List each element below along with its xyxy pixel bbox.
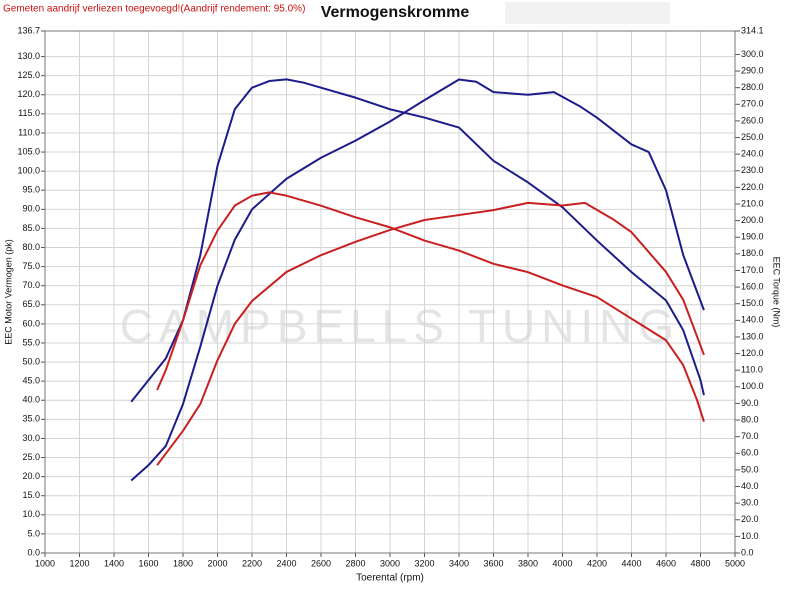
y-tick-label: 10.0 [22,509,40,519]
y2-tick-label: 190.0 [741,232,764,242]
watermark: CAMPBELLS TUNING [120,300,680,352]
note: Gemeten aandrijf verliezen toegevoegd!(A… [3,4,305,15]
y-tick-label: 125.0 [17,70,40,80]
x-tick-label: 4000 [552,558,572,568]
x-tick-label: 3000 [380,558,400,568]
x-tick-label: 1200 [69,558,89,568]
y2-tick-label: 260.0 [741,115,764,125]
y2-tick-label: 210.0 [741,198,764,208]
y2-tick-label: 280.0 [741,82,764,92]
y2-tick-label: 140.0 [741,315,764,325]
y2-tick-label: 160.0 [741,281,764,291]
y-tick-label: 50.0 [22,356,40,366]
y2-tick-label: 240.0 [741,149,764,159]
y2-tick-label: 300.0 [741,49,764,59]
y-tick-label: 5.0 [27,528,40,538]
x-tick-label: 1800 [173,558,193,568]
y2-tick-label: 70.0 [741,431,759,441]
y-tick-label: 80.0 [22,242,40,252]
y2-tick-label: 10.0 [741,531,759,541]
y-tick-label: 130.0 [17,51,40,61]
x-tick-label: 2800 [345,558,365,568]
x-tick-label: 1000 [35,558,55,568]
y-tick-label: 115.0 [18,108,40,118]
x-axis-label: Toerental (rpm) [356,573,424,584]
y2-tick-label: 200.0 [741,215,764,225]
y-tick-label: 0.0 [27,547,40,557]
y-tick-label: 120.0 [17,89,40,99]
plot: 1000 1200 1400 1600 1800 2000 2200 2400 2600 2800… [17,25,763,568]
x-tick-label: 4200 [587,558,607,568]
y-tick-label: 95.0 [22,185,40,195]
y2-tick-label: 230.0 [741,165,764,175]
y-tick-label: 136.7 [17,25,40,35]
y-tick-label: 105.0 [17,146,40,156]
y2-tick-label: 0.0 [741,547,754,557]
x-tick-label: 1400 [104,558,124,568]
line-series [130,78,705,482]
y2-tick-label: 50.0 [741,464,759,474]
x-tick-label: 2200 [242,558,262,568]
y-tick-label: 65.0 [22,299,40,309]
y2-tick-label: 180.0 [741,248,764,258]
y2-tick-label: 314.1 [741,25,764,35]
x-tick-label: 2000 [207,558,227,568]
plot-frame [44,30,736,554]
y2-tick-label: 220.0 [741,182,764,192]
y2-tick-label: 80.0 [741,414,759,424]
y-tick-label: 40.0 [22,395,40,405]
y2-tick-label: 30.0 [741,498,759,508]
y2-tick-label: 100.0 [741,381,764,391]
y2-axis-label: EEC Torque (Nm) [772,257,782,328]
y-tick-label: 85.0 [22,223,40,233]
y2-tick-label: 130.0 [741,331,764,341]
y-tick-label: 55.0 [22,337,40,347]
y2-tick-label: 20.0 [741,514,759,524]
x-tick-label: 1600 [138,558,158,568]
y-tick-label: 90.0 [22,204,40,214]
x-tick-label: 5000 [725,558,745,568]
y2-tick-label: 290.0 [741,65,764,75]
x-tick-label: 4400 [621,558,641,568]
y2-tick-label: 150.0 [741,298,764,308]
x-tick-label: 3800 [518,558,538,568]
y-tick-label: 45.0 [22,376,40,386]
y2-tick-label: 120.0 [741,348,764,358]
y-tick-label: 60.0 [22,318,40,328]
y-tick-label: 100.0 [17,166,40,176]
x-tick-label: 2400 [276,558,296,568]
x-tick-label: 4600 [656,558,676,568]
line-series [156,191,705,423]
y-tick-label: 75.0 [22,261,40,271]
y-tick-label: 35.0 [22,414,40,424]
x-tick-label: 3600 [483,558,503,568]
y-tick-label: 25.0 [22,452,40,462]
x-tick-label: 2600 [311,558,331,568]
line-series [156,201,705,466]
y-tick-label: 15.0 [22,490,40,500]
y2-tick-label: 110.0 [741,365,763,375]
y2-tick-label: 90.0 [741,398,759,408]
line-series [130,78,705,403]
y-axis-label: EEC Motor Vermogen (pk) [3,239,13,345]
y2-tick-label: 40.0 [741,481,759,491]
x-tick-label: 3400 [449,558,469,568]
y2-tick-label: 60.0 [741,448,759,458]
y-tick-label: 70.0 [22,280,40,290]
y2-tick-label: 270.0 [741,99,764,109]
y2-tick-label: 250.0 [741,132,764,142]
y-tick-label: 110.0 [18,127,40,137]
header-box [505,2,670,24]
chart-title: Vermogenskromme [321,4,470,21]
y-tick-label: 20.0 [22,471,40,481]
y-tick-label: 30.0 [22,433,40,443]
x-tick-label: 4800 [690,558,710,568]
x-tick-label: 3200 [414,558,434,568]
y2-tick-label: 170.0 [741,265,764,275]
